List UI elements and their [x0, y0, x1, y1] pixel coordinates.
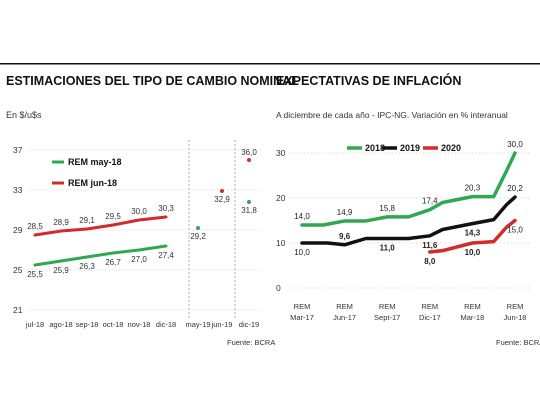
left-unit: En $/u$s — [6, 110, 42, 120]
left-point-label: 31,8 — [241, 206, 257, 215]
right-series-line — [428, 218, 517, 254]
left-point-label: 29,2 — [190, 232, 206, 241]
left-x-tick-label: jul-18 — [25, 320, 44, 329]
left-y-tick-label: 33 — [13, 185, 23, 195]
left-point — [196, 226, 200, 230]
right-data-label: 10,0 — [465, 248, 481, 257]
left-x-tick-label: jun-19 — [211, 320, 233, 329]
right-legend: 2018 2019 2020 — [347, 143, 461, 153]
right-data-label: 11,6 — [422, 241, 438, 250]
right-data-label: 9,6 — [339, 232, 351, 241]
left-legend: REM may-18 REM jun-18 — [52, 157, 122, 188]
left-data-label: 29,5 — [105, 212, 121, 221]
right-x-tick-label: REM — [507, 302, 524, 311]
left-y-tick-label: 29 — [13, 225, 23, 235]
left-data-label: 27,4 — [158, 251, 174, 260]
left-extra-points: 29,2 32,9 36,0 31,8 — [190, 148, 257, 241]
left-point — [247, 200, 251, 204]
left-data-label: 29,1 — [79, 216, 95, 225]
right-data-label: 14,0 — [294, 212, 310, 221]
right-title: EXPECTATIVAS DE INFLACIÓN — [276, 73, 461, 88]
right-x-tick-label: Mar-18 — [461, 313, 485, 322]
right-data-label: 15,0 — [507, 226, 523, 235]
left-data-label: 28,9 — [53, 218, 69, 227]
left-data-label: 26,3 — [79, 262, 95, 271]
left-x-tick-label: sep-18 — [76, 320, 99, 329]
right-data-label: 8,0 — [424, 257, 436, 266]
left-x-ticks: jul-18 ago-18 sep-18 oct-18 nov-18 dic-18 may-… — [25, 320, 259, 329]
right-data-label: 14,3 — [465, 229, 481, 238]
right-y-tick-label: 0 — [276, 283, 281, 293]
right-series-line — [300, 151, 517, 227]
right-x-tick-label: Mar-17 — [290, 313, 314, 322]
left-series-line — [33, 215, 168, 237]
left-point — [247, 158, 251, 162]
right-y-tick-label: 10 — [276, 238, 286, 248]
right-x-tick-label: REM — [379, 302, 396, 311]
right-source: Fuente: BCRA — [496, 338, 540, 347]
left-x-tick-label: oct-18 — [103, 320, 124, 329]
left-data-label: 28,5 — [27, 222, 43, 231]
right-x-ticks: REM Mar-17 REM Jun-17 REM Sept-17 REM Dic-17 REM… — [290, 302, 526, 322]
left-data-label: 30,3 — [158, 204, 174, 213]
top-rule — [0, 63, 540, 65]
left-data-label: 25,9 — [53, 266, 69, 275]
right-series-line — [300, 195, 517, 247]
left-point-label: 32,9 — [214, 195, 230, 204]
left-x-tick-label: ago-18 — [49, 320, 72, 329]
legend-label-2018: 2018 — [365, 143, 385, 153]
left-y-tick-label: 21 — [13, 305, 23, 315]
legend-label-2019: 2019 — [400, 143, 420, 153]
left-y-tick-label: 25 — [13, 265, 23, 275]
left-series: 25,5 25,9 26,3 26,7 27,0 27,4 28,5 28,9 29,1 29,5… — [27, 204, 174, 279]
left-x-tick-label: nov-18 — [128, 320, 151, 329]
right-x-tick-label: REM — [294, 302, 311, 311]
right-x-tick-label: Dic-17 — [419, 313, 441, 322]
right-data-labels: 14,0 10,0 14,9 9,6 15,8 11,0 17,4 11,6 8,0 20,3 14… — [294, 140, 523, 266]
legend-label-may: REM may-18 — [68, 157, 122, 167]
right-data-label: 10,0 — [294, 248, 310, 257]
right-x-tick-label: REM — [464, 302, 481, 311]
left-data-label: 25,5 — [27, 270, 43, 279]
left-series-line — [33, 244, 168, 267]
right-data-label: 11,0 — [380, 244, 396, 253]
right-y-ticks: 0 10 20 30 — [276, 148, 286, 293]
left-data-label: 30,0 — [131, 207, 147, 216]
right-data-label: 14,9 — [337, 208, 353, 217]
legend-label-jun: REM jun-18 — [68, 178, 117, 188]
right-x-tick-label: Sept-17 — [374, 313, 400, 322]
right-x-tick-label: Jun-18 — [504, 313, 527, 322]
legend-label-2020: 2020 — [441, 143, 461, 153]
right-x-tick-label: REM — [336, 302, 353, 311]
left-y-tick-label: 37 — [13, 145, 23, 155]
left-data-label: 27,0 — [131, 255, 147, 264]
left-data-label: 26,7 — [105, 258, 121, 267]
left-x-tick-label: dic-19 — [239, 320, 259, 329]
right-data-label: 17,4 — [422, 197, 438, 206]
left-source: Fuente: BCRA — [227, 338, 275, 347]
right-series — [300, 151, 517, 254]
right-x-tick-label: REM — [421, 302, 438, 311]
right-data-label: 15,8 — [379, 204, 395, 213]
left-x-tick-label: dic-18 — [156, 320, 176, 329]
left-point — [220, 189, 224, 193]
left-point-label: 36,0 — [241, 148, 257, 157]
right-subtitle: A diciembre de cada año - IPC-NG. Variac… — [276, 110, 508, 120]
right-x-tick-label: Jun-17 — [333, 313, 356, 322]
right-y-tick-label: 20 — [276, 193, 286, 203]
left-y-ticks: 21 25 29 33 37 — [13, 145, 23, 315]
right-y-tick-label: 30 — [276, 148, 286, 158]
left-x-tick-label: may-19 — [185, 320, 210, 329]
right-data-label: 30,0 — [507, 140, 523, 149]
right-data-label: 20,3 — [465, 184, 481, 193]
right-data-label: 20,2 — [507, 184, 523, 193]
left-title: ESTIMACIONES DEL TIPO DE CAMBIO NOMINAL — [6, 74, 299, 88]
